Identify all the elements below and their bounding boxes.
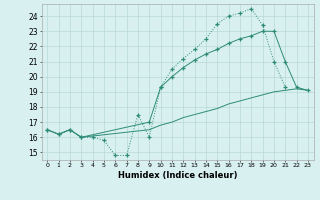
X-axis label: Humidex (Indice chaleur): Humidex (Indice chaleur): [118, 171, 237, 180]
